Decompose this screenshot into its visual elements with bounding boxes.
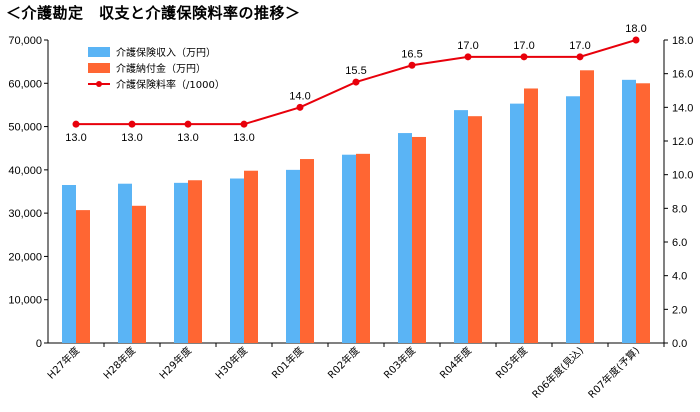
y-left-tick-label: 50,000 xyxy=(8,122,42,134)
bar-income xyxy=(622,79,636,343)
bar-income xyxy=(510,103,524,343)
legend-marker xyxy=(96,81,102,87)
y-right-tick-label: 10.0 xyxy=(672,170,693,182)
x-tick-label: H27年度 xyxy=(44,344,82,382)
bars-layer xyxy=(62,70,650,344)
y-left-tick-label: 60,000 xyxy=(8,78,42,90)
bar-income xyxy=(398,133,412,343)
bar-income xyxy=(342,154,356,343)
bar-payment xyxy=(468,116,482,343)
x-tick-label: R04年度 xyxy=(437,344,474,381)
rate-point xyxy=(576,53,584,61)
y-right-tick-label: 4.0 xyxy=(672,271,687,283)
rate-data-label: 14.0 xyxy=(289,90,310,102)
rate-data-label: 18.0 xyxy=(625,23,646,35)
bar-payment xyxy=(636,83,650,344)
rate-point xyxy=(408,61,416,69)
bar-income xyxy=(118,183,132,343)
y-left-tick-label: 40,000 xyxy=(8,165,42,177)
rate-point xyxy=(240,120,248,128)
bar-payment xyxy=(580,70,594,344)
legend: 介護保険収入（万円） 介護納付金（万円） 介護保険料率（/1000） xyxy=(88,46,225,91)
bar-income xyxy=(286,169,300,343)
rate-data-label: 16.5 xyxy=(401,48,422,60)
rate-data-label: 17.0 xyxy=(513,40,534,52)
bar-income xyxy=(230,178,244,343)
y-right-tick-label: 8.0 xyxy=(672,203,687,215)
y-right-tick-label: 2.0 xyxy=(672,304,687,316)
rate-data-label: 17.0 xyxy=(569,40,590,52)
bar-payment xyxy=(132,205,146,343)
rate-point xyxy=(128,120,136,128)
bar-income xyxy=(62,185,76,343)
x-tick-label: R01年度 xyxy=(269,344,306,381)
x-tick-label: R07年度(予算) xyxy=(585,344,642,401)
chart-title: ＜介護勘定 収支と介護保険料率の推移＞ xyxy=(6,4,301,22)
x-tick-label: R06年度(見込) xyxy=(529,344,586,401)
rate-data-label: 13.0 xyxy=(233,132,254,144)
rate-data-label: 17.0 xyxy=(457,40,478,52)
bar-income xyxy=(454,110,468,343)
y-left-tick-label: 20,000 xyxy=(8,251,42,263)
bar-payment xyxy=(412,136,426,343)
rate-point xyxy=(632,36,640,44)
rate-point xyxy=(520,53,528,61)
bar-payment xyxy=(300,159,314,343)
y-right-tick-label: 14.0 xyxy=(672,102,693,114)
x-tick-label: H30年度 xyxy=(212,344,250,382)
legend-label: 介護保険収入（万円） xyxy=(116,46,216,59)
rate-point xyxy=(464,53,472,61)
y-left-tick-label: 30,000 xyxy=(8,208,42,220)
line-layer: 13.0 13.0 13.0 13.0 14.0 15.5 16.5 17.0 17.0 17.0… xyxy=(65,23,646,144)
bar-income xyxy=(566,96,580,344)
y-right-tick-label: 12.0 xyxy=(672,136,693,148)
y-right-tick-label: 0.0 xyxy=(672,338,687,350)
rate-data-label: 13.0 xyxy=(177,132,198,144)
x-tick-label: H29年度 xyxy=(156,344,194,382)
rate-data-label: 13.0 xyxy=(121,132,142,144)
rate-point xyxy=(184,120,192,128)
x-tick-label: R03年度 xyxy=(381,344,418,381)
x-tick-label: R02年度 xyxy=(325,344,362,381)
x-tick-label: H28年度 xyxy=(100,344,138,382)
bar-income xyxy=(174,182,188,343)
y-left-tick-label: 10,000 xyxy=(8,295,42,307)
bar-payment xyxy=(244,170,258,343)
y-right-tick-label: 16.0 xyxy=(672,69,693,81)
bar-payment xyxy=(188,180,202,343)
x-tick-label: R05年度 xyxy=(493,344,530,381)
bar-payment xyxy=(356,153,370,343)
rate-point xyxy=(72,120,80,128)
y-right-tick-label: 18.0 xyxy=(672,35,693,47)
bar-payment xyxy=(524,88,538,343)
legend-swatch xyxy=(88,47,110,57)
y-left-tick-label: 70,000 xyxy=(8,35,42,47)
legend-swatch xyxy=(88,63,110,73)
y-left-tick-label: 0 xyxy=(36,338,42,350)
bar-payment xyxy=(76,210,90,343)
rate-data-label: 13.0 xyxy=(65,132,86,144)
rate-point xyxy=(352,78,360,86)
rate-point xyxy=(296,103,304,111)
legend-label: 介護保険料率（/1000） xyxy=(116,78,225,91)
y-right-tick-label: 6.0 xyxy=(672,237,687,249)
legend-label: 介護納付金（万円） xyxy=(116,62,206,75)
rate-data-label: 15.5 xyxy=(345,65,366,77)
